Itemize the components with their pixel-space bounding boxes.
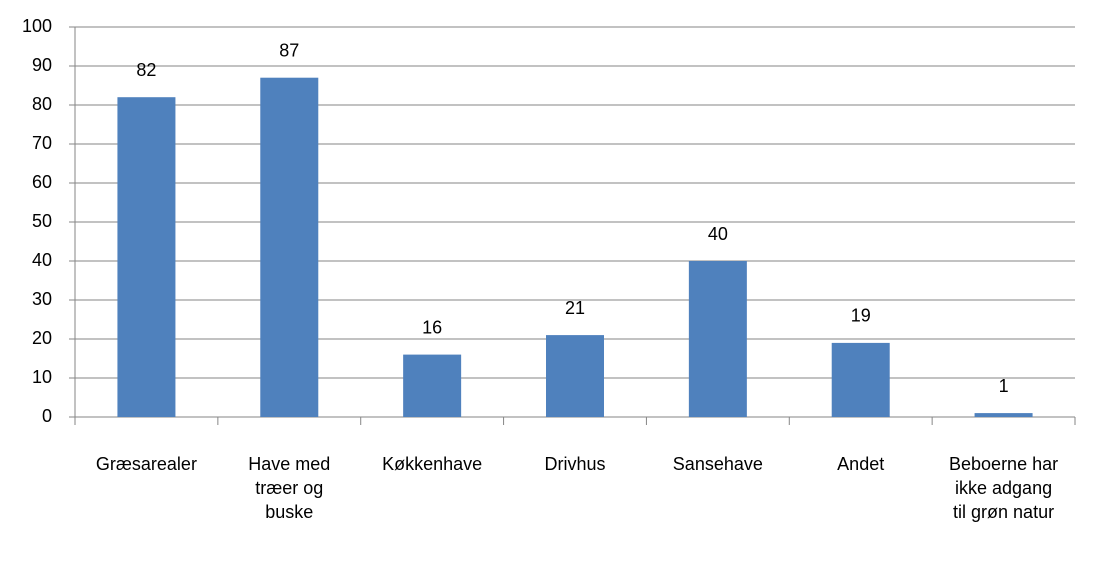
bar [831, 342, 890, 417]
x-tick-label: Beboerne har ikke adgang til grøn natur [949, 454, 1059, 522]
y-tick-label: 100 [22, 16, 52, 36]
y-tick-label: 40 [32, 250, 52, 270]
y-tick-label: 70 [32, 133, 52, 153]
bar [546, 335, 604, 417]
x-tick-label: Drivhus [544, 454, 606, 474]
bar [688, 261, 747, 417]
x-tick-label: Køkkenhave [382, 454, 483, 474]
y-tick-label: 60 [32, 172, 52, 192]
data-label: 16 [422, 317, 442, 337]
y-tick-label: 30 [32, 289, 52, 309]
y-tick-label: 50 [32, 211, 52, 231]
bar [117, 97, 176, 417]
x-tick-label: Sansehave [672, 454, 763, 474]
y-tick-label: 80 [32, 94, 52, 114]
bar [974, 413, 1033, 417]
x-tick-label: Græsarealer [95, 454, 197, 474]
data-label: 1 [999, 376, 1009, 396]
x-tick-label: Have med træer og buske [248, 454, 331, 522]
data-label: 82 [136, 60, 156, 80]
bar [403, 354, 462, 417]
data-label: 21 [565, 298, 585, 318]
y-tick-label: 10 [32, 367, 52, 387]
data-label: 40 [708, 224, 728, 244]
data-label: 87 [279, 40, 299, 60]
y-tick-label: 90 [32, 55, 52, 75]
bar [260, 77, 319, 417]
y-tick-label: 0 [42, 406, 52, 426]
x-tick-label: Andet [837, 454, 885, 474]
y-tick-label: 20 [32, 328, 52, 348]
data-label: 19 [851, 306, 871, 326]
